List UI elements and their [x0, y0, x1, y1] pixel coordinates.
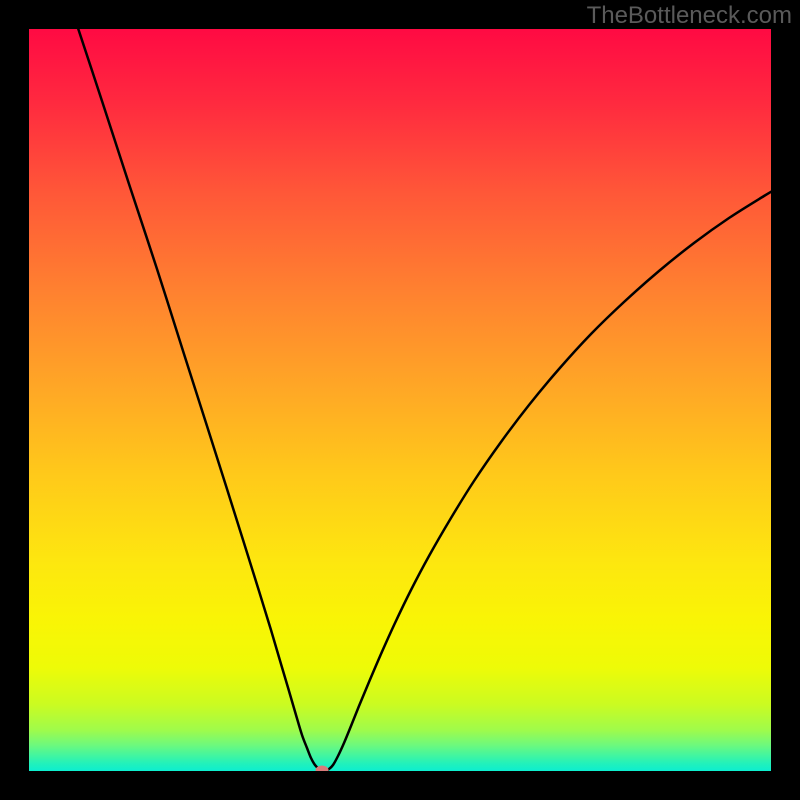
chart-frame: TheBottleneck.com [0, 0, 800, 800]
bottleneck-curve [75, 29, 771, 771]
curve-layer [29, 29, 771, 771]
plot-area [29, 29, 771, 771]
minimum-marker [316, 766, 329, 772]
watermark-text: TheBottleneck.com [587, 2, 792, 30]
